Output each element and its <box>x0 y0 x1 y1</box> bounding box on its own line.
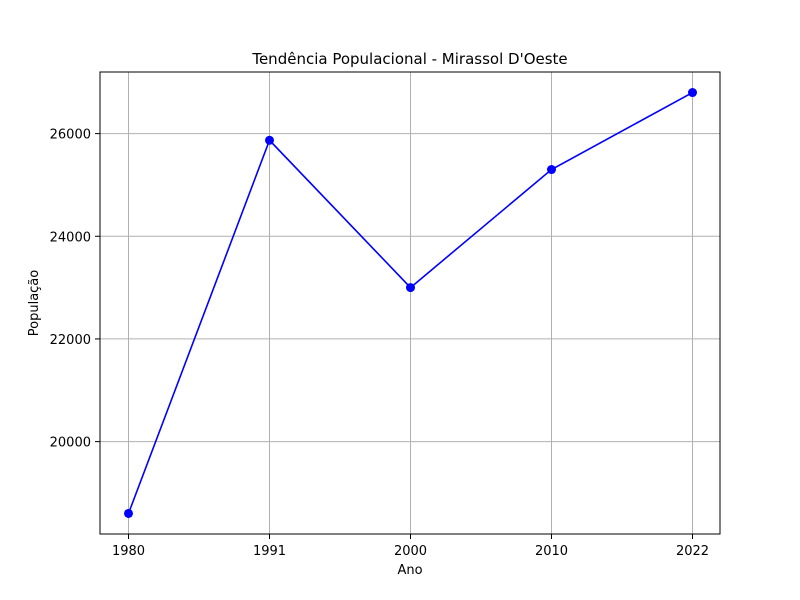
chart-title: Tendência Populacional - Mirassol D'Oest… <box>251 50 567 68</box>
data-point <box>406 283 415 293</box>
x-tick-label: 2022 <box>676 544 709 559</box>
x-tick-label: 2010 <box>535 544 568 559</box>
data-point <box>124 508 133 518</box>
x-axis-label: Ano <box>397 563 422 578</box>
y-tick-label: 26000 <box>50 128 91 143</box>
x-axis-ticks: 1980 1991 2000 2010 2022 <box>112 534 709 559</box>
x-tick-label: 1991 <box>253 544 286 559</box>
data-point <box>688 88 697 98</box>
y-tick-label: 24000 <box>50 230 91 245</box>
y-axis-label: População <box>27 270 42 337</box>
y-tick-label: 22000 <box>50 333 91 348</box>
y-tick-label: 20000 <box>50 436 91 451</box>
data-point <box>265 135 274 145</box>
data-point <box>547 165 556 175</box>
x-tick-label: 1980 <box>112 544 145 559</box>
y-axis-ticks: 20000 22000 24000 26000 <box>50 128 100 451</box>
series-layer <box>124 88 697 518</box>
x-tick-label: 2000 <box>394 544 427 559</box>
